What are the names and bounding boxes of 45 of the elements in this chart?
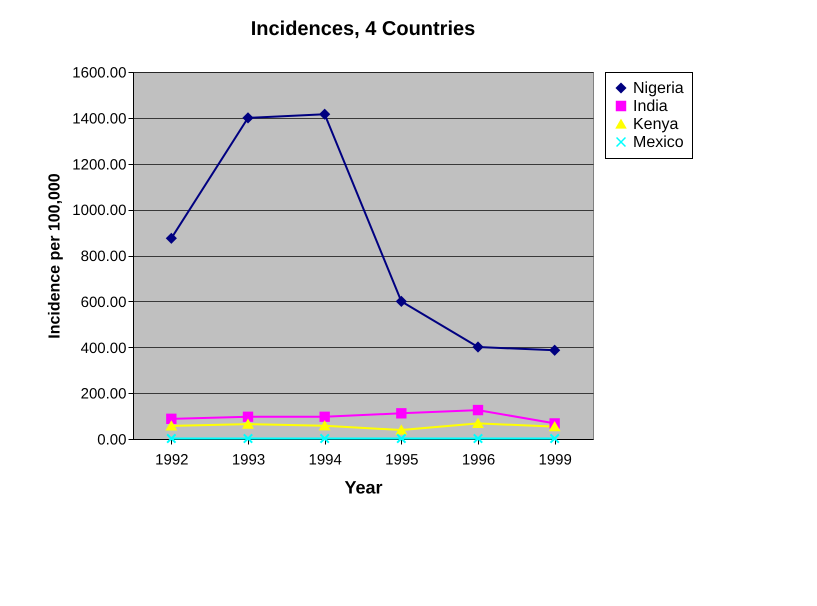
point — [396, 296, 407, 307]
point — [549, 422, 560, 432]
y-tick-label: 0.00 — [97, 432, 126, 448]
x-tick-label: 1993 — [232, 452, 266, 468]
point — [319, 421, 330, 430]
point — [472, 433, 484, 444]
chart-title: Incidences, 4 Countries — [250, 18, 476, 40]
point — [549, 345, 560, 356]
x-tick-label: 1996 — [462, 452, 496, 468]
y-tick-label: 200.00 — [80, 386, 126, 403]
legend-label: Kenya — [633, 116, 678, 133]
y-tick-label: 1600.00 — [72, 64, 126, 82]
x-tick-label: 1999 — [538, 452, 572, 468]
x-tick-label: 1992 — [155, 452, 189, 468]
y-axis-title: Incidence per 100,000 — [46, 173, 64, 339]
point — [396, 433, 407, 444]
point — [549, 433, 560, 444]
point — [166, 433, 177, 444]
y-tick-label: 600.00 — [80, 294, 126, 311]
y-tick-label: 800.00 — [80, 248, 126, 265]
point — [472, 404, 484, 416]
legend-label: Mexico — [633, 134, 684, 151]
point — [472, 418, 484, 428]
point — [242, 412, 254, 422]
legend-label: India — [633, 98, 668, 115]
point — [166, 233, 177, 244]
point — [166, 414, 177, 424]
point — [319, 109, 330, 120]
x-tick-label: 1995 — [385, 452, 419, 468]
point — [166, 421, 177, 431]
point — [396, 408, 407, 418]
point — [242, 112, 254, 124]
y-tick-label: 1000.00 — [72, 202, 126, 220]
y-tick-label: 1400.00 — [72, 110, 126, 128]
y-tick-label: 400.00 — [80, 340, 126, 357]
point — [396, 425, 407, 435]
point — [242, 419, 254, 429]
point — [242, 433, 254, 444]
legend-label: Nigeria — [633, 80, 684, 97]
y-tick-label: 1200.00 — [72, 156, 126, 174]
point — [319, 412, 330, 422]
point — [319, 433, 330, 444]
x-axis-title: Year — [344, 478, 383, 498]
x-tick-label: 1994 — [308, 452, 342, 468]
point — [472, 342, 484, 352]
